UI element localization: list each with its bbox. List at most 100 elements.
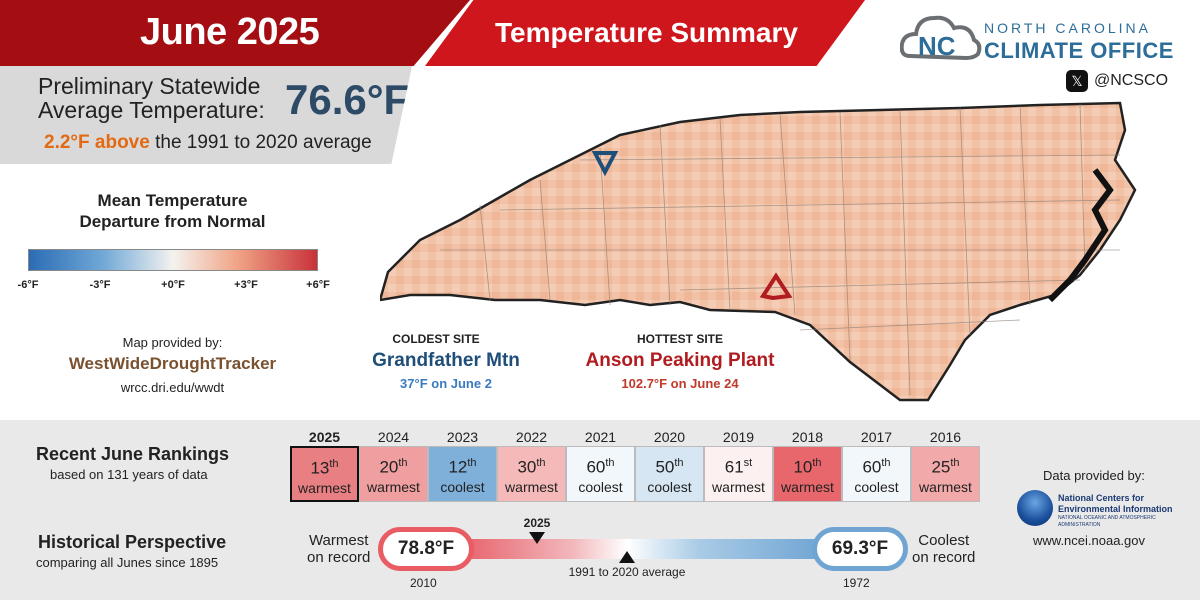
ranking-number: 30th: [498, 457, 565, 478]
down-triangle-icon: [529, 532, 545, 544]
ranking-cell: 61st warmest: [704, 446, 773, 502]
ranking-suffix: th: [467, 457, 477, 469]
map-provider-url[interactable]: wrcc.dri.edu/wwdt: [120, 380, 225, 395]
coolest-label: Coolest on record: [912, 532, 975, 566]
statewide-label-line2: Average Temperature:: [38, 97, 265, 123]
title-banner: Temperature Summary: [425, 0, 865, 66]
ranking-cell: 60th coolest: [842, 446, 911, 502]
ranking-cell: 13th warmest: [290, 446, 359, 502]
noaa-text: National Centers for Environmental Infor…: [1058, 493, 1188, 529]
month-title: June 2025: [140, 11, 320, 53]
ranking-value: 50: [655, 457, 675, 477]
coolest-label-line2: on record: [912, 549, 976, 566]
ranking-word: warmest: [298, 479, 351, 496]
ranking-suffix: th: [881, 457, 891, 469]
noaa-line2: Environmental Information: [1058, 504, 1173, 514]
ranking-word: coolest: [854, 478, 899, 495]
ranking-word: warmest: [919, 478, 972, 495]
ranking-value: 25: [931, 457, 951, 477]
anomaly-text: 2.2°F above the 1991 to 2020 average: [44, 132, 372, 154]
ranking-year: 2023: [446, 429, 479, 445]
ranking-number: 25th: [912, 457, 979, 478]
ranking-suffix: th: [950, 457, 960, 469]
ranking-value: 13: [310, 458, 330, 478]
ranking-number: 60th: [567, 457, 634, 478]
summary-title: Temperature Summary: [495, 17, 798, 48]
ranking-cell: 12th coolest: [428, 446, 497, 502]
ranking-year: 2022: [515, 429, 548, 445]
warmest-value: 78.8°F: [378, 527, 474, 571]
nc-temperature-map: [380, 101, 1137, 402]
average-marker: 1991 to 2020 average: [557, 551, 697, 579]
ranking-value: 12: [448, 457, 468, 477]
warmest-label-line1: Warmest: [308, 532, 369, 549]
up-triangle-icon: [619, 551, 635, 563]
legend-title-line2: Departure from Normal: [79, 212, 266, 231]
legend-title: Mean Temperature Departure from Normal: [0, 190, 345, 232]
ranking-word: coolest: [578, 478, 623, 495]
ranking-year: 2018: [791, 429, 824, 445]
legend-tick: -3°F: [89, 279, 111, 291]
coolest-year: 1972: [843, 576, 870, 590]
warmest-year: 2010: [410, 576, 437, 590]
coldest-site-name: Grandfather Mtn: [372, 350, 520, 371]
month-banner: June 2025: [0, 0, 470, 66]
ranking-word: coolest: [647, 478, 692, 495]
ranking-year: 2025: [308, 429, 341, 445]
ranking-number: 20th: [360, 457, 427, 478]
ranking-number: 12th: [429, 457, 496, 478]
legend-tick: +3°F: [234, 279, 258, 291]
ranking-value: 30: [517, 457, 537, 477]
cloud-logo-icon: NC: [900, 15, 982, 61]
ranking-value: 10: [793, 457, 813, 477]
legend-tick: +0°F: [161, 279, 185, 291]
ranking-number: 13th: [292, 458, 357, 479]
hottest-site-detail: 102.7°F on June 24: [621, 376, 739, 391]
ranking-year: 2016: [929, 429, 962, 445]
ranking-cell: 30th warmest: [497, 446, 566, 502]
historical-gradient-bar: [465, 539, 825, 559]
ranking-year: 2021: [584, 429, 617, 445]
data-credit-label: Data provided by:: [1043, 468, 1145, 483]
rankings-title: Recent June Rankings: [36, 444, 230, 464]
ranking-word: warmest: [712, 478, 765, 495]
warmest-label-line2: on record: [307, 549, 371, 566]
coldest-site-detail: 37°F on June 2: [400, 376, 492, 391]
rankings-subtitle: based on 131 years of data: [50, 467, 208, 482]
statewide-average-value: 76.6°F: [285, 76, 410, 123]
anomaly-rest: the 1991 to 2020 average: [155, 132, 372, 153]
ranking-suffix: st: [743, 457, 753, 469]
ranking-year: 2017: [860, 429, 893, 445]
anomaly-highlight: 2.2°F above: [44, 132, 150, 153]
noaa-logo-icon: [1017, 490, 1053, 526]
average-label: 1991 to 2020 average: [568, 565, 686, 579]
map-credit-label: Map provided by:: [122, 335, 223, 350]
noaa-url[interactable]: www.ncei.noaa.gov: [1033, 533, 1146, 548]
ranking-word: warmest: [505, 478, 558, 495]
statewide-average-label: Preliminary Statewide Average Temperatur…: [38, 74, 265, 122]
legend-tick: +6°F: [306, 279, 330, 291]
ranking-word: coolest: [440, 478, 485, 495]
social-handle[interactable]: 𝕏 @NCSCO: [1066, 70, 1168, 92]
ranking-year: 2019: [722, 429, 755, 445]
ranking-cell: 25th warmest: [911, 446, 980, 502]
coldest-site-marker: [591, 151, 619, 177]
ranking-suffix: th: [398, 457, 408, 469]
ranking-suffix: th: [812, 457, 822, 469]
legend-color-bar: [28, 249, 318, 271]
ranking-value: 60: [862, 457, 882, 477]
ranking-number: 60th: [843, 457, 910, 478]
legend-tick: -6°F: [17, 279, 39, 291]
x-icon: 𝕏: [1066, 70, 1088, 92]
ranking-cell: 20th warmest: [359, 446, 428, 502]
warmest-label: Warmest on record: [307, 532, 370, 566]
coastline-sounds: [1047, 168, 1114, 303]
ranking-number: 61st: [705, 457, 772, 478]
ranking-year: 2020: [653, 429, 686, 445]
statewide-label-line1: Preliminary Statewide: [38, 73, 261, 99]
legend-title-line1: Mean Temperature: [97, 191, 248, 210]
coldest-site-caption: COLDEST SITE: [392, 332, 480, 346]
hottest-site-marker: [759, 272, 793, 301]
logo-line1: NORTH CAROLINA: [984, 20, 1151, 36]
hottest-site-name: Anson Peaking Plant: [585, 350, 775, 371]
